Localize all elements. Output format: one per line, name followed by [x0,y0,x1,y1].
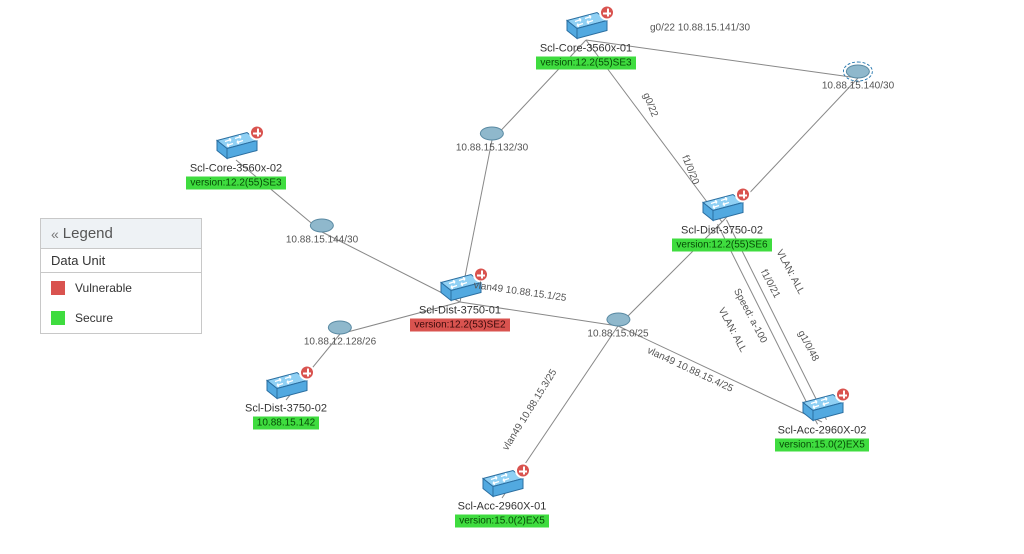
switch-icon [479,469,525,499]
node-tag: version:12.2(55)SE3 [186,177,285,190]
node-label: Scl-Dist-3750-01 [410,305,510,317]
switch-node-core01[interactable]: Scl-Core-3560x-01 version:12.2(55)SE3 [536,11,636,70]
subnet-label: 10.88.15.144/30 [286,235,358,246]
node-tag: version:15.0(2)EX5 [775,439,869,452]
switch-node-acc01[interactable]: Scl-Acc-2960X-01 version:15.0(2)EX5 [452,469,552,528]
switch-node-dist02b[interactable]: Scl-Dist-3750-02 10.88.15.142 [236,371,336,430]
legend-title: Legend [63,225,113,242]
switch-node-core02[interactable]: Scl-Core-3560x-02 version:12.2(55)SE3 [186,131,286,190]
edge-label: g0/22 [640,91,660,118]
edge-label: vlan49 10.88.15.3/25 [501,367,560,452]
node-label: Scl-Acc-2960X-02 [772,425,872,437]
switch-icon [799,393,845,423]
edge-label: g0/22 10.88.15.141/30 [650,23,750,34]
node-label: Scl-Core-3560x-02 [186,163,286,175]
node-label: Scl-Core-3560x-01 [536,43,636,55]
subnet-label: 10.88.12.128/26 [304,337,376,348]
node-tag: 10.88.15.142 [253,417,319,430]
cloud-icon [606,313,630,327]
cloud-icon [846,65,870,79]
node-tag: version:12.2(53)SE2 [410,319,509,332]
edge-label: f1/0/20 [679,154,701,186]
chevron-left-icon: « [51,226,55,242]
subnet-label: 10.88.15.140/30 [822,81,894,92]
subnet-node-j140[interactable]: 10.88.15.140/30 [822,65,894,92]
subnet-node-j132[interactable]: 10.88.15.132/30 [456,127,528,154]
edge-label: f1/0/21 [758,268,782,300]
plus-badge-icon [299,365,315,381]
plus-badge-icon [599,5,615,21]
legend-panel: « Legend Data Unit Vulnerable Secure [40,218,202,334]
switch-icon [213,131,259,161]
subnet-label: 10.88.15.0/25 [587,329,648,340]
subnet-label: 10.88.15.132/30 [456,143,528,154]
node-tag: version:12.2(55)SE3 [536,57,635,70]
legend-item-vulnerable: Vulnerable [41,273,201,303]
legend-header[interactable]: « Legend [41,219,201,249]
cloud-icon [328,321,352,335]
edge-label: g1/0/48 [795,329,820,364]
plus-badge-icon [735,187,751,203]
legend-label: Secure [75,311,113,325]
node-label: Scl-Acc-2960X-01 [452,501,552,513]
switch-node-dist02a[interactable]: Scl-Dist-3750-02 version:12.2(55)SE6 [672,193,772,252]
legend-item-secure: Secure [41,303,201,333]
switch-node-acc02[interactable]: Scl-Acc-2960X-02 version:15.0(2)EX5 [772,393,872,452]
plus-badge-icon [515,463,531,479]
swatch-vulnerable [51,281,65,295]
subnet-node-j144[interactable]: 10.88.15.144/30 [286,219,358,246]
swatch-secure [51,311,65,325]
cloud-icon [480,127,504,141]
plus-badge-icon [835,387,851,403]
legend-label: Vulnerable [75,281,132,295]
node-tag: version:15.0(2)EX5 [455,515,549,528]
switch-icon [699,193,745,223]
subnet-node-j0[interactable]: 10.88.15.0/25 [587,313,648,340]
legend-section: Data Unit [41,249,201,273]
switch-icon [563,11,609,41]
switch-node-dist01[interactable]: Scl-Dist-3750-01 version:12.2(53)SE2 [410,273,510,332]
node-label: Scl-Dist-3750-02 [672,225,772,237]
edge-label: vlan49 10.88.15.4/25 [645,345,734,394]
node-tag: version:12.2(55)SE6 [672,239,771,252]
subnet-node-j128[interactable]: 10.88.12.128/26 [304,321,376,348]
node-label: Scl-Dist-3750-02 [236,403,336,415]
cloud-icon [310,219,334,233]
switch-icon [263,371,309,401]
plus-badge-icon [249,125,265,141]
